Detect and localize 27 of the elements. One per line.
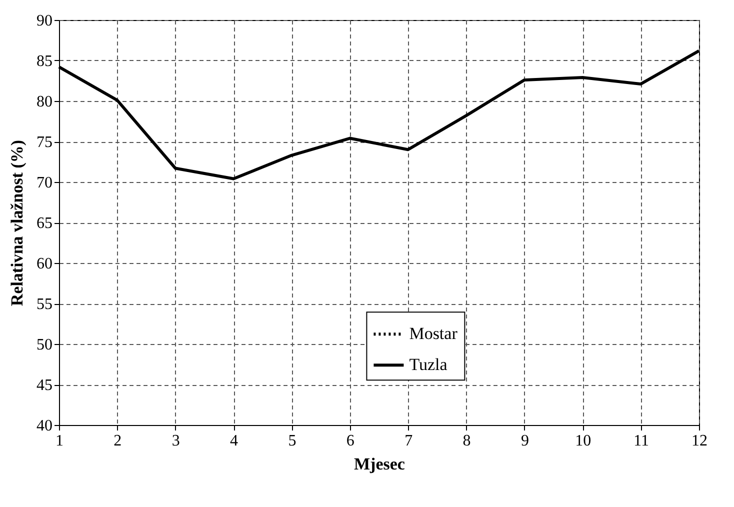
x-tick-label: 2 (114, 432, 122, 450)
y-axis-title: Relativna vlažnost (%) (8, 140, 26, 306)
y-tick-label: 65 (36, 215, 52, 232)
x-tick-label: 12 (692, 432, 708, 450)
legend-label: Mostar (409, 324, 458, 344)
x-tick-label: 11 (634, 432, 650, 450)
x-axis-title: Mjesec (354, 454, 406, 474)
y-tick-label: 90 (36, 12, 52, 30)
y-tick-label: 45 (36, 377, 52, 394)
y-tick-label: 50 (36, 336, 52, 354)
x-tick-label: 8 (462, 432, 471, 450)
x-tick-label: 4 (230, 432, 238, 450)
y-tick-label: 55 (36, 296, 52, 313)
y-tick-label: 80 (36, 94, 52, 110)
x-tick-label: 10 (575, 432, 592, 450)
y-tick-label: 75 (36, 134, 52, 151)
x-tick-label: 9 (520, 432, 529, 450)
legend-label: Tuzla (409, 355, 448, 374)
y-tick-label: 85 (36, 53, 52, 70)
y-tick-label: 70 (36, 174, 52, 192)
x-tick-label: 3 (172, 432, 180, 450)
x-tick-label: 6 (346, 432, 354, 450)
x-tick-label: 7 (404, 432, 413, 450)
x-tick-label: 1 (56, 432, 64, 450)
y-tick-label: 60 (36, 256, 52, 272)
x-tick-label: 5 (288, 432, 296, 450)
y-tick-label: 40 (36, 418, 52, 434)
